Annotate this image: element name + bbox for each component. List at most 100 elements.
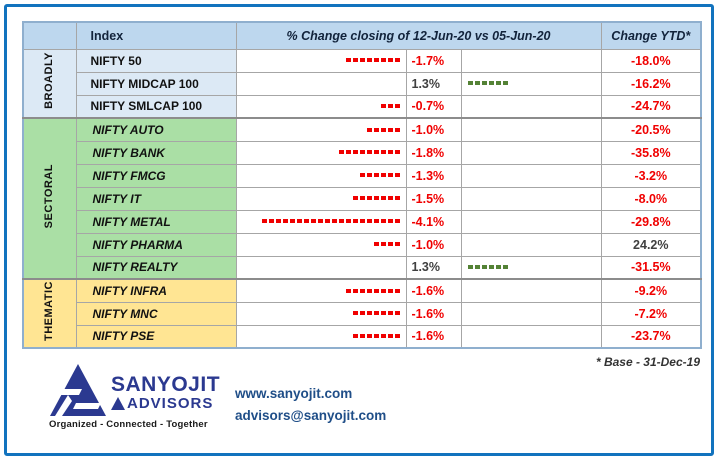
index-name-cell: NIFTY 50: [75, 48, 237, 73]
table-row: NIFTY BANK -1.8% -35.8%: [23, 140, 702, 165]
change-bar-dash: [502, 265, 508, 270]
table-row: BROADLY NIFTY 50 -1.7% -18.0%: [22, 48, 702, 119]
change-bar-dash: [387, 196, 393, 201]
change-bar-dash: [282, 219, 288, 224]
table-row: NIFTY IT -1.5% -8.0%: [23, 186, 702, 211]
positive-bar-cell: [460, 278, 602, 303]
change-bar-dash: [481, 265, 487, 270]
change-bar-dash: [481, 81, 487, 86]
positive-bar-cell: [460, 140, 602, 165]
change-bar-dash: [352, 219, 358, 224]
change-bar-dash: [324, 219, 330, 224]
change-bar-dash: [373, 127, 379, 132]
change-bar-dash: [366, 196, 372, 201]
change-bar-dash: [380, 242, 386, 247]
website-link[interactable]: www.sanyojit.com: [235, 386, 353, 401]
index-name-cell: NIFTY PSE: [75, 324, 237, 349]
weekly-change-cell: -1.5%: [405, 186, 462, 211]
group-label: THEMATIC: [43, 280, 56, 341]
change-bar-dash: [380, 219, 386, 224]
table-row: NIFTY MNC -1.6% -7.2%: [23, 301, 702, 326]
ytd-change-cell: -24.7%: [600, 94, 702, 119]
index-name-cell: NIFTY MIDCAP 100: [75, 71, 237, 96]
change-bar-dash: [345, 150, 351, 155]
change-bar-dash: [352, 196, 358, 201]
ytd-change-cell: -3.2%: [600, 163, 702, 188]
change-bar-dash: [380, 173, 386, 178]
index-column-header: Index: [75, 21, 237, 50]
change-bar-dash: [359, 334, 365, 339]
index-name-cell: NIFTY SMLCAP 100: [75, 94, 237, 119]
index-performance-table: Index % Change closing of 12-Jun-20 vs 0…: [22, 21, 703, 349]
table-row: THEMATIC NIFTY INFRA -1.6% -9.2%: [22, 278, 702, 349]
negative-bar-cell: [235, 71, 407, 96]
logo-tagline: Organized - Connected - Together: [49, 419, 208, 430]
weekly-change-cell: -1.6%: [405, 278, 462, 303]
negative-bar-cell: [235, 186, 407, 211]
change-bar-dash: [380, 334, 386, 339]
change-bar-dash: [394, 150, 400, 155]
table-row: NIFTY PHARMA -1.0% 24.2%: [23, 232, 702, 257]
change-bar-dash: [345, 288, 351, 293]
change-column-header: % Change closing of 12-Jun-20 vs 05-Jun-…: [235, 21, 602, 50]
change-bar-dash: [317, 219, 323, 224]
positive-bar-cell: [460, 94, 602, 119]
positive-bar-cell: [460, 324, 602, 349]
change-bar-dash: [359, 219, 365, 224]
change-bar-dash: [387, 311, 393, 316]
change-bar-dash: [380, 104, 386, 109]
change-bar-dash: [359, 311, 365, 316]
change-bar-dash: [474, 265, 480, 270]
change-bar-dash: [296, 219, 302, 224]
change-bar-dash: [366, 311, 372, 316]
change-bar-dash: [387, 242, 393, 247]
index-name-cell: NIFTY REALTY: [75, 255, 237, 280]
weekly-change-cell: -1.8%: [405, 140, 462, 165]
weekly-change-cell: -1.6%: [405, 324, 462, 349]
change-bar-dash: [359, 196, 365, 201]
change-bar-dash: [387, 334, 393, 339]
change-bar-dash: [373, 334, 379, 339]
base-note: * Base - 31-Dec-19: [595, 355, 700, 369]
weekly-change-cell: -1.7%: [405, 48, 462, 73]
change-bar-dash: [366, 127, 372, 132]
change-bar-dash: [467, 265, 473, 270]
change-bar-dash: [373, 288, 379, 293]
index-name-cell: NIFTY METAL: [75, 209, 237, 234]
change-bar-dash: [394, 334, 400, 339]
table-row: SECTORAL NIFTY AUTO -1.0% -20.5%: [22, 117, 702, 280]
change-bar-dash: [373, 173, 379, 178]
change-bar-dash: [310, 219, 316, 224]
table-row: NIFTY SMLCAP 100 -0.7% -24.7%: [23, 94, 702, 119]
change-bar-dash: [488, 81, 494, 86]
company-logo: SANYOJIT ADVISORS Organized - Connected …: [49, 363, 229, 430]
ytd-change-cell: -9.2%: [600, 278, 702, 303]
group-label: BROADLY: [43, 52, 56, 110]
change-bar-dash: [495, 81, 501, 86]
ytd-change-cell: -35.8%: [600, 140, 702, 165]
ytd-change-cell: -18.0%: [600, 48, 702, 73]
negative-bar-cell: [235, 324, 407, 349]
email-link[interactable]: advisors@sanyojit.com: [235, 408, 387, 424]
negative-bar-cell: [235, 94, 407, 119]
positive-bar-cell: [460, 186, 602, 211]
change-bar-dash: [366, 58, 372, 63]
ytd-change-cell: -16.2%: [600, 71, 702, 96]
negative-bar-cell: [235, 278, 407, 303]
ytd-change-cell: -8.0%: [600, 186, 702, 211]
change-bar-dash: [495, 265, 501, 270]
change-bar-dash: [387, 288, 393, 293]
change-bar-dash: [387, 104, 393, 109]
weekly-change-cell: -1.6%: [405, 301, 462, 326]
positive-bar-cell: [460, 232, 602, 257]
ytd-change-cell: -23.7%: [600, 324, 702, 349]
change-bar-dash: [331, 219, 337, 224]
logo-name: SANYOJIT: [111, 373, 221, 397]
change-bar-dash: [338, 219, 344, 224]
change-bar-dash: [352, 58, 358, 63]
weekly-change-cell: 1.3%: [405, 255, 462, 280]
change-bar-dash: [387, 150, 393, 155]
ytd-change-cell: -7.2%: [600, 301, 702, 326]
change-bar-dash: [359, 173, 365, 178]
table-row: NIFTY PSE -1.6% -23.7%: [23, 324, 702, 349]
